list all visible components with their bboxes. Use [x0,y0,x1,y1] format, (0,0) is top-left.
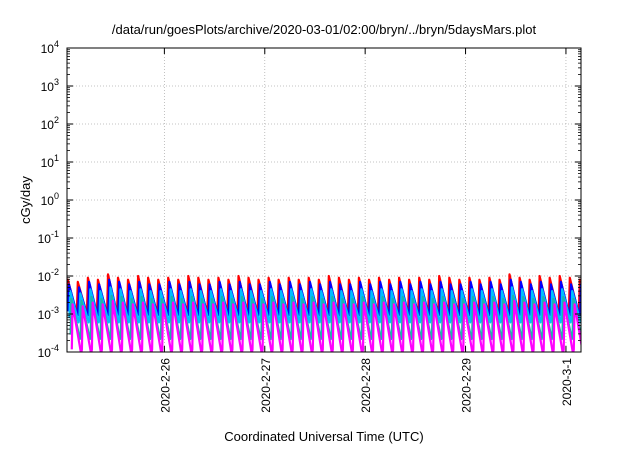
y-tick-label-base: 10 [41,194,55,208]
y-tick-label-base: 10 [41,80,55,94]
x-tick-label: 2020-2-27 [259,358,273,413]
x-tick-label: 2020-2-28 [359,358,373,413]
y-tick-label-exponent: -2 [51,267,59,277]
y-tick-label-exponent: 0 [54,191,59,201]
y-tick-label: 100 [41,191,59,208]
y-tick-label: 104 [41,39,59,56]
y-tick-label: 10-3 [38,305,59,322]
tick-layer [67,47,581,353]
y-tick-label: 102 [41,115,59,132]
y-tick-label: 103 [41,77,59,94]
y-tick-label-base: 10 [38,346,52,360]
x-tick-label: 2020-2-29 [460,358,474,413]
y-tick-label: 10-4 [38,343,59,360]
x-axis-label: Coordinated Universal Time (UTC) [224,429,423,444]
y-tick-label-exponent: 3 [54,77,59,87]
y-tick-label-exponent: -3 [51,305,59,315]
series-line [68,286,581,324]
y-tick-label: 101 [41,153,59,170]
y-tick-label-base: 10 [38,308,52,322]
x-tick-labels: 2020-2-26 2020-2-27 2020-2-28 2020-2-29 2020… [158,358,574,413]
x-tick-label: 2020-2-26 [158,358,172,413]
x-tick-label: 2020-3-1 [560,358,574,406]
y-tick-label-base: 10 [41,42,55,56]
y-tick-label-base: 10 [38,270,52,284]
y-tick-label-exponent: 4 [54,39,59,49]
y-tick-label: 10-2 [38,267,59,284]
y-tick-label-base: 10 [38,232,52,246]
y-axis-label: cGy/day [18,176,33,224]
y-tick-label: 10-1 [38,229,59,246]
y-tick-label-base: 10 [41,156,55,170]
y-tick-label-exponent: -4 [51,343,59,353]
y-tick-label-exponent: -1 [51,229,59,239]
y-tick-label-exponent: 1 [54,153,59,163]
chart-title: /data/run/goesPlots/archive/2020-03-01/0… [112,22,537,37]
y-tick-label-exponent: 2 [54,115,59,125]
y-tick-label-base: 10 [41,118,55,132]
